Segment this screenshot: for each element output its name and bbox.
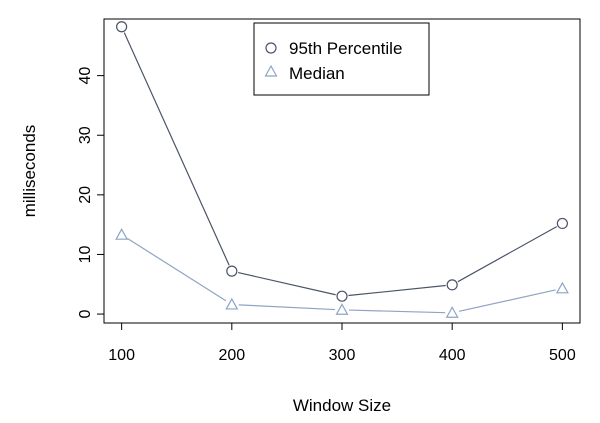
x-tick-label-100: 100 [108, 347, 135, 364]
legend-marker-95th-percentile [265, 42, 277, 54]
point-median-200 [225, 297, 239, 310]
series-95th-percentile-segment-0 [123, 32, 230, 266]
point-median-400 [445, 306, 459, 318]
series-95th-percentile-segment-1 [238, 271, 336, 296]
point-95th-percentile-200 [226, 265, 238, 277]
point-95th-percentile-400 [446, 279, 458, 291]
point-median-300 [335, 303, 349, 315]
point-median-500 [555, 281, 569, 294]
legend-label-95th-percentile: 95th Percentile [289, 39, 402, 58]
y-tick-label-0: 0 [77, 310, 94, 319]
series-median-segment-2 [348, 309, 446, 314]
y-axis-label: milliseconds [20, 125, 39, 218]
point-95th-percentile-500 [556, 217, 568, 230]
series-median-segment-1 [238, 304, 336, 311]
legend-label-median: Median [289, 64, 345, 83]
x-tick-label-400: 400 [439, 347, 466, 364]
series-layer [115, 21, 569, 318]
legend-box [253, 22, 430, 96]
point-95th-percentile-300 [336, 290, 348, 302]
point-95th-percentile-100 [116, 21, 128, 33]
y-axis: 0 10 20 30 40 [77, 67, 104, 319]
y-tick-label-30: 30 [77, 126, 94, 144]
x-axis: 100 200 300 400 500 [108, 323, 576, 364]
legend: 95th Percentile Median [253, 22, 430, 96]
x-tick-label-500: 500 [549, 347, 576, 364]
series-median [115, 228, 569, 318]
x-tick-label-300: 300 [329, 347, 356, 364]
series-95th-percentile-segment-2 [348, 284, 446, 297]
y-tick-label-20: 20 [77, 186, 94, 204]
legend-marker-median [264, 64, 278, 77]
series-95th-percentile [116, 21, 568, 302]
series-95th-percentile-segment-3 [457, 226, 557, 283]
series-median-segment-0 [127, 238, 227, 302]
x-axis-label: Window Size [293, 396, 391, 415]
y-tick-label-40: 40 [77, 67, 94, 85]
y-tick-label-10: 10 [77, 245, 94, 263]
series-median-segment-3 [458, 289, 556, 312]
x-tick-label-200: 200 [218, 347, 245, 364]
point-median-100 [115, 228, 129, 240]
